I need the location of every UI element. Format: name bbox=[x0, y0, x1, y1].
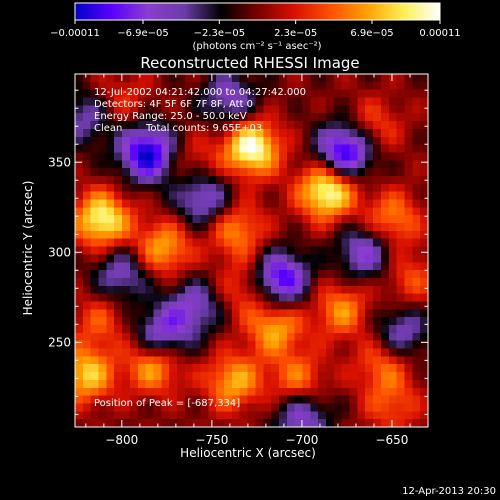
x-tick-label: −800 bbox=[105, 433, 138, 447]
colorbar-tick-label: 6.9e−05 bbox=[350, 28, 393, 39]
annotation-total-counts: Total counts: 9.65E+03 bbox=[145, 123, 262, 134]
timestamp: 12-Apr-2013 20:30 bbox=[402, 486, 496, 497]
annotation-method: Clean bbox=[94, 123, 122, 134]
annotation-energy-range: Energy Range: 25.0 - 50.0 keV bbox=[94, 111, 247, 122]
colorbar-ticks: −0.00011 −6.9e−05 −2.3e−05 2.3e−05 6.9e−05 0.… bbox=[50, 20, 461, 39]
y-tick-label: 350 bbox=[48, 155, 71, 169]
colorbar-units: (photons cm⁻² s⁻¹ asec⁻²) bbox=[192, 41, 321, 52]
y-tick-label: 300 bbox=[48, 245, 71, 259]
x-tick-label: −700 bbox=[285, 433, 318, 447]
image-annotations: 12-Jul-2002 04:21:42.000 to 04:27:42.000… bbox=[94, 87, 306, 409]
x-axis-label: Heliocentric X (arcsec) bbox=[180, 446, 316, 460]
annotation-peak-position: Position of Peak = [-687,334] bbox=[94, 398, 240, 409]
x-tick-label: −750 bbox=[195, 433, 228, 447]
colorbar: −0.00011 −6.9e−05 −2.3e−05 2.3e−05 6.9e−05 0.… bbox=[50, 2, 461, 52]
annotation-detectors: Detectors: 4F 5F 6F 7F 8F, Att 0 bbox=[94, 99, 253, 110]
colorbar-tick-label: 2.3e−05 bbox=[274, 28, 317, 39]
rhessi-heatmap bbox=[75, 74, 428, 427]
annotation-time-range: 12-Jul-2002 04:21:42.000 to 04:27:42.000 bbox=[94, 87, 306, 98]
colorbar-tick-label: −6.9e−05 bbox=[117, 28, 169, 39]
colorbar-tick-label: 0.00011 bbox=[419, 28, 460, 39]
x-tick-label: −650 bbox=[375, 433, 408, 447]
y-tick-label: 250 bbox=[48, 335, 71, 349]
colorbar-tick-label: −0.00011 bbox=[50, 28, 100, 39]
chart-title: Reconstructed RHESSI Image bbox=[140, 54, 359, 72]
colorbar-tick-label: −2.3e−05 bbox=[194, 28, 246, 39]
y-axis-label: Heliocentric Y (arcsec) bbox=[21, 181, 35, 316]
image-area: −800 −750 −700 −650 250 300 350 bbox=[48, 73, 429, 447]
axis-ticks: −800 −750 −700 −650 250 300 350 bbox=[48, 74, 429, 447]
